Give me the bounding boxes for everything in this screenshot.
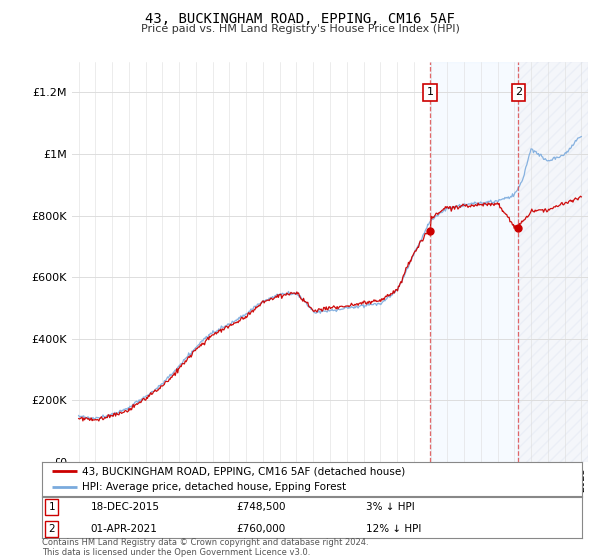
Text: 43, BUCKINGHAM ROAD, EPPING, CM16 5AF: 43, BUCKINGHAM ROAD, EPPING, CM16 5AF	[145, 12, 455, 26]
Text: HPI: Average price, detached house, Epping Forest: HPI: Average price, detached house, Eppi…	[83, 482, 347, 492]
Text: 12% ↓ HPI: 12% ↓ HPI	[366, 524, 421, 534]
Text: Contains HM Land Registry data © Crown copyright and database right 2024.
This d: Contains HM Land Registry data © Crown c…	[42, 538, 368, 557]
Text: 2: 2	[515, 87, 522, 97]
Text: 18-DEC-2015: 18-DEC-2015	[91, 502, 160, 512]
Text: £760,000: £760,000	[236, 524, 286, 534]
Text: 1: 1	[49, 502, 55, 512]
Text: 43, BUCKINGHAM ROAD, EPPING, CM16 5AF (detached house): 43, BUCKINGHAM ROAD, EPPING, CM16 5AF (d…	[83, 466, 406, 477]
Text: 01-APR-2021: 01-APR-2021	[91, 524, 157, 534]
Bar	[430, 62, 518, 462]
Text: 2: 2	[49, 524, 55, 534]
Text: 1: 1	[427, 87, 433, 97]
Text: 3% ↓ HPI: 3% ↓ HPI	[366, 502, 415, 512]
Bar	[518, 62, 588, 462]
Text: £748,500: £748,500	[236, 502, 286, 512]
Text: Price paid vs. HM Land Registry's House Price Index (HPI): Price paid vs. HM Land Registry's House …	[140, 24, 460, 34]
